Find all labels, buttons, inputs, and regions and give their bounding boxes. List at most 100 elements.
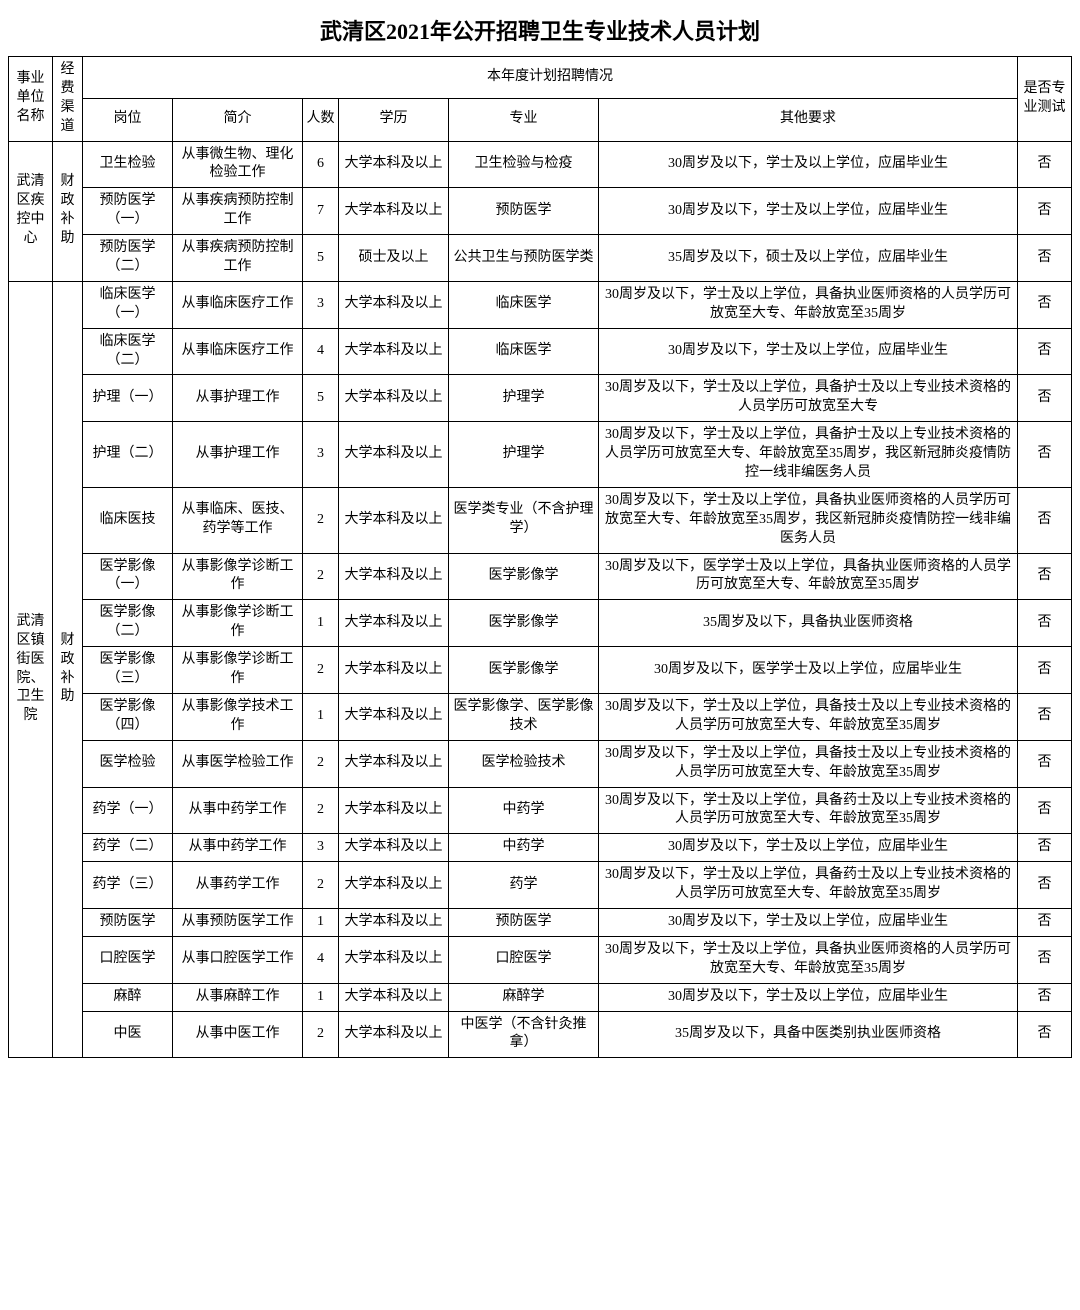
cell-post: 医学检验 [83, 740, 173, 787]
cell-test: 否 [1018, 908, 1072, 936]
cell-edu: 大学本科及以上 [339, 328, 449, 375]
cell-test: 否 [1018, 936, 1072, 983]
cell-num: 2 [303, 647, 339, 694]
cell-edu: 大学本科及以上 [339, 141, 449, 188]
cell-post: 口腔医学 [83, 936, 173, 983]
page-title: 武清区2021年公开招聘卫生专业技术人员计划 [8, 14, 1072, 46]
cell-desc: 从事中药学工作 [173, 787, 303, 834]
table-row: 口腔医学从事口腔医学工作4大学本科及以上口腔医学30周岁及以下，学士及以上学位，… [9, 936, 1072, 983]
cell-major: 医学影像学 [449, 647, 599, 694]
table-row: 临床医学（二）从事临床医疗工作4大学本科及以上临床医学30周岁及以下，学士及以上… [9, 328, 1072, 375]
table-row: 护理（一）从事护理工作5大学本科及以上护理学30周岁及以下，学士及以上学位，具备… [9, 375, 1072, 422]
cell-fund: 财政补助 [53, 281, 83, 1057]
cell-edu: 硕士及以上 [339, 235, 449, 282]
col-plan-group: 本年度计划招聘情况 [83, 57, 1018, 99]
cell-desc: 从事影像学诊断工作 [173, 647, 303, 694]
cell-desc: 从事护理工作 [173, 422, 303, 488]
cell-post: 临床医学（一） [83, 281, 173, 328]
cell-desc: 从事中医工作 [173, 1011, 303, 1058]
cell-num: 3 [303, 281, 339, 328]
cell-req: 30周岁及以下，学士及以上学位，应届毕业生 [599, 983, 1018, 1011]
cell-fund: 财政补助 [53, 141, 83, 281]
cell-desc: 从事药学工作 [173, 862, 303, 909]
cell-test: 否 [1018, 740, 1072, 787]
cell-post: 医学影像（三） [83, 647, 173, 694]
cell-edu: 大学本科及以上 [339, 862, 449, 909]
cell-desc: 从事临床医疗工作 [173, 281, 303, 328]
cell-num: 3 [303, 422, 339, 488]
table-row: 武清区疾控中心财政补助卫生检验从事微生物、理化检验工作6大学本科及以上卫生检验与… [9, 141, 1072, 188]
cell-test: 否 [1018, 375, 1072, 422]
cell-req: 30周岁及以下，医学学士及以上学位，应届毕业生 [599, 647, 1018, 694]
col-req: 其他要求 [599, 99, 1018, 141]
cell-post: 医学影像（四） [83, 693, 173, 740]
cell-major: 中药学 [449, 787, 599, 834]
table-row: 医学影像（二）从事影像学诊断工作1大学本科及以上医学影像学35周岁及以下，具备执… [9, 600, 1072, 647]
cell-org: 武清区疾控中心 [9, 141, 53, 281]
cell-post: 麻醉 [83, 983, 173, 1011]
cell-req: 35周岁及以下，具备中医类别执业医师资格 [599, 1011, 1018, 1058]
cell-desc: 从事口腔医学工作 [173, 936, 303, 983]
cell-req: 35周岁及以下，硕士及以上学位，应届毕业生 [599, 235, 1018, 282]
cell-test: 否 [1018, 553, 1072, 600]
cell-edu: 大学本科及以上 [339, 983, 449, 1011]
cell-req: 30周岁及以下，学士及以上学位，应届毕业生 [599, 141, 1018, 188]
cell-major: 医学检验技术 [449, 740, 599, 787]
table-row: 武清区镇街医院、卫生院财政补助临床医学（一）从事临床医疗工作3大学本科及以上临床… [9, 281, 1072, 328]
cell-major: 护理学 [449, 422, 599, 488]
table-row: 临床医技从事临床、医技、药学等工作2大学本科及以上医学类专业（不含护理学）30周… [9, 487, 1072, 553]
table-row: 预防医学（一）从事疾病预防控制工作7大学本科及以上预防医学30周岁及以下，学士及… [9, 188, 1072, 235]
cell-major: 公共卫生与预防医学类 [449, 235, 599, 282]
cell-test: 否 [1018, 235, 1072, 282]
cell-post: 医学影像（二） [83, 600, 173, 647]
cell-desc: 从事麻醉工作 [173, 983, 303, 1011]
cell-req: 35周岁及以下，具备执业医师资格 [599, 600, 1018, 647]
cell-desc: 从事中药学工作 [173, 834, 303, 862]
cell-desc: 从事微生物、理化检验工作 [173, 141, 303, 188]
cell-num: 1 [303, 600, 339, 647]
cell-req: 30周岁及以下，医学学士及以上学位，具备执业医师资格的人员学历可放宽至大专、年龄… [599, 553, 1018, 600]
recruitment-table: 事业单位名称 经费渠道 本年度计划招聘情况 是否专业测试 岗位 简介 人数 学历… [8, 56, 1072, 1058]
cell-test: 否 [1018, 862, 1072, 909]
cell-major: 药学 [449, 862, 599, 909]
table-row: 医学检验从事医学检验工作2大学本科及以上医学检验技术30周岁及以下，学士及以上学… [9, 740, 1072, 787]
cell-test: 否 [1018, 422, 1072, 488]
cell-post: 中医 [83, 1011, 173, 1058]
cell-edu: 大学本科及以上 [339, 553, 449, 600]
cell-num: 1 [303, 693, 339, 740]
cell-num: 6 [303, 141, 339, 188]
cell-num: 2 [303, 487, 339, 553]
cell-req: 30周岁及以下，学士及以上学位，具备执业医师资格的人员学历可放宽至大专、年龄放宽… [599, 936, 1018, 983]
cell-edu: 大学本科及以上 [339, 647, 449, 694]
table-row: 药学（三）从事药学工作2大学本科及以上药学30周岁及以下，学士及以上学位，具备药… [9, 862, 1072, 909]
cell-req: 30周岁及以下，学士及以上学位，应届毕业生 [599, 908, 1018, 936]
cell-edu: 大学本科及以上 [339, 600, 449, 647]
cell-num: 2 [303, 787, 339, 834]
cell-test: 否 [1018, 693, 1072, 740]
cell-edu: 大学本科及以上 [339, 787, 449, 834]
cell-test: 否 [1018, 1011, 1072, 1058]
cell-post: 临床医学（二） [83, 328, 173, 375]
cell-num: 2 [303, 553, 339, 600]
cell-desc: 从事临床医疗工作 [173, 328, 303, 375]
cell-test: 否 [1018, 487, 1072, 553]
col-post: 岗位 [83, 99, 173, 141]
cell-edu: 大学本科及以上 [339, 487, 449, 553]
cell-desc: 从事预防医学工作 [173, 908, 303, 936]
table-row: 预防医学从事预防医学工作1大学本科及以上预防医学30周岁及以下，学士及以上学位，… [9, 908, 1072, 936]
cell-num: 4 [303, 936, 339, 983]
cell-edu: 大学本科及以上 [339, 1011, 449, 1058]
cell-org: 武清区镇街医院、卫生院 [9, 281, 53, 1057]
cell-post: 预防医学（二） [83, 235, 173, 282]
col-edu: 学历 [339, 99, 449, 141]
table-row: 医学影像（四）从事影像学技术工作1大学本科及以上医学影像学、医学影像技术30周岁… [9, 693, 1072, 740]
cell-desc: 从事临床、医技、药学等工作 [173, 487, 303, 553]
cell-post: 药学（二） [83, 834, 173, 862]
cell-major: 护理学 [449, 375, 599, 422]
cell-test: 否 [1018, 328, 1072, 375]
table-row: 药学（一）从事中药学工作2大学本科及以上中药学30周岁及以下，学士及以上学位，具… [9, 787, 1072, 834]
cell-num: 2 [303, 1011, 339, 1058]
cell-major: 中药学 [449, 834, 599, 862]
cell-post: 预防医学 [83, 908, 173, 936]
cell-desc: 从事医学检验工作 [173, 740, 303, 787]
